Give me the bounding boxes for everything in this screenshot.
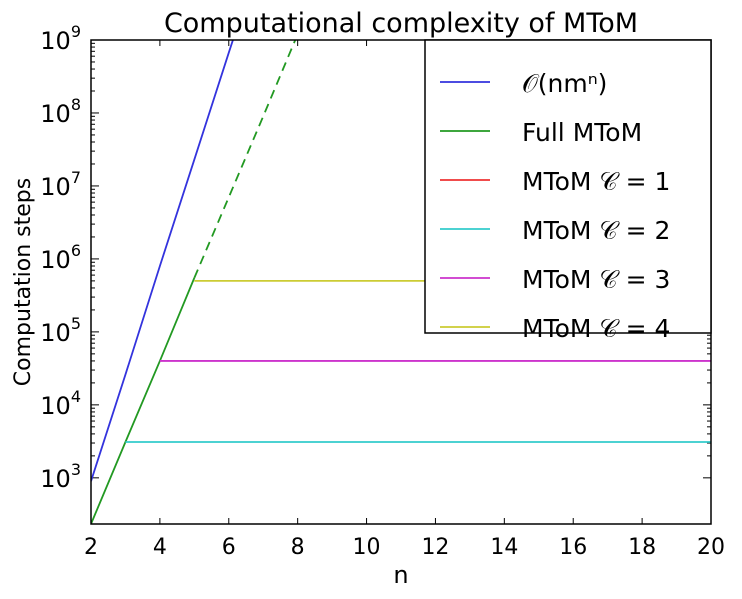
y-tick-label: 109: [40, 22, 81, 55]
x-tick-label: 16: [559, 535, 587, 560]
y-tick-label: 103: [40, 460, 81, 493]
legend-box: [424, 39, 712, 334]
x-tick-label: 10: [353, 535, 381, 560]
x-tick-label: 6: [222, 535, 236, 560]
legend-label: 𝒪(nmⁿ): [522, 69, 607, 98]
legend-label: MToM 𝒞 = 1: [522, 167, 670, 196]
y-tick-label: 106: [40, 241, 81, 274]
x-tick-label: 18: [628, 535, 656, 560]
y-tick-label: 104: [40, 387, 81, 420]
x-tick-label: 4: [153, 535, 167, 560]
y-axis-label: Computation steps: [11, 178, 36, 386]
legend: 𝒪(nmⁿ) Full MToM MToM 𝒞 = 1 MToM 𝒞 = 2 MToM …: [424, 39, 712, 343]
chart-title: Computational complexity of MToM: [164, 8, 638, 39]
x-tick-label: 2: [84, 535, 98, 560]
x-axis-label: n: [393, 561, 408, 589]
y-tick-label: 105: [40, 314, 81, 347]
x-tick-label: 8: [291, 535, 305, 560]
legend-label: Full MToM: [522, 118, 642, 147]
series-line-2: [193, 40, 297, 279]
legend-label: MToM 𝒞 = 2: [522, 216, 670, 245]
legend-label: MToM 𝒞 = 4: [522, 314, 670, 343]
y-tick-label: 108: [40, 95, 81, 128]
x-tick-label: 14: [490, 535, 518, 560]
series-line-1: [91, 277, 196, 524]
legend-label: MToM 𝒞 = 3: [522, 265, 670, 294]
x-tick-label: 20: [697, 535, 725, 560]
series-line-0: [91, 40, 234, 482]
y-tick-label: 107: [40, 168, 81, 201]
x-tick-label: 12: [421, 535, 449, 560]
